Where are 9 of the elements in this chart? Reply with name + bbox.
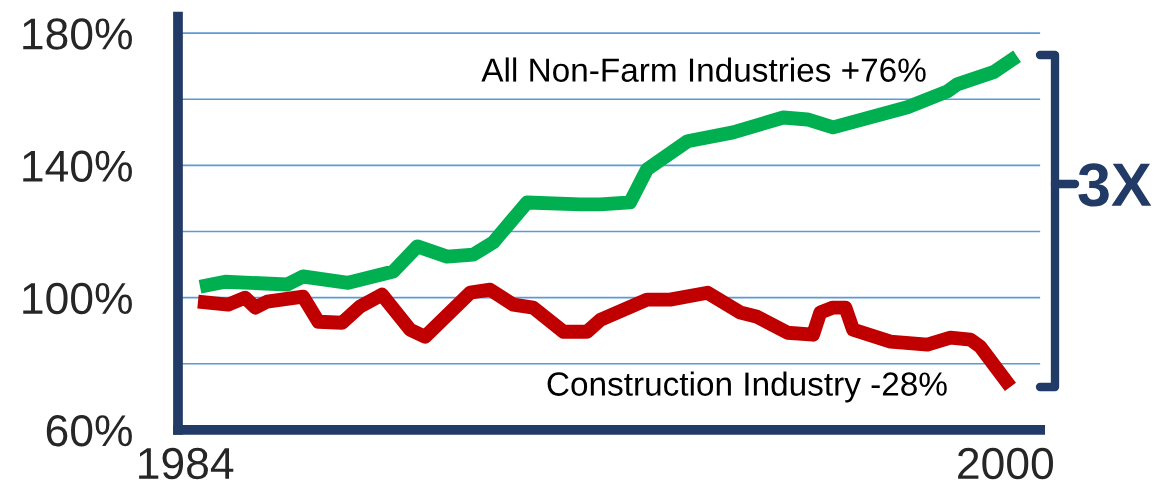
x-tick-label: 2000 <box>958 447 1054 480</box>
series-label: Construction Industry -28% <box>547 371 947 403</box>
text: 3X <box>1078 163 1152 207</box>
y-tick-label: 180% <box>23 18 132 50</box>
y-tick-label: 60% <box>46 414 132 447</box>
y-tick-label: 140% <box>23 150 132 182</box>
series-label: All Non-Farm Industries +76% <box>481 57 926 82</box>
y-tick-label: 100% <box>23 282 132 315</box>
x-tick-label: 1984 <box>139 447 234 480</box>
